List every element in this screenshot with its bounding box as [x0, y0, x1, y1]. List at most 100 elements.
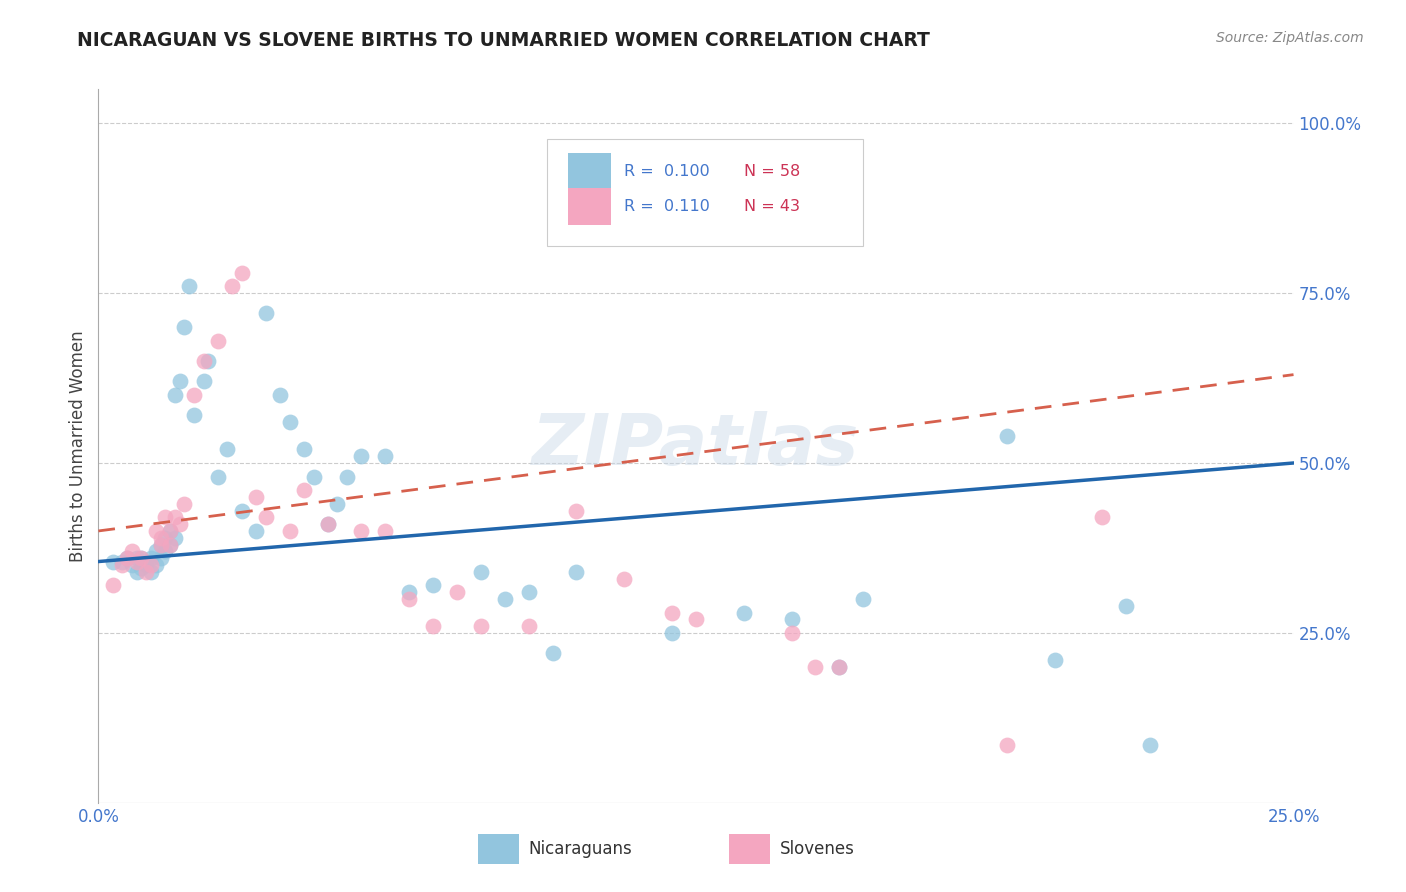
Point: [374, 524, 396, 538]
Text: Nicaraguans: Nicaraguans: [529, 840, 633, 858]
Point: [780, 612, 803, 626]
Point: [278, 415, 301, 429]
FancyBboxPatch shape: [547, 139, 863, 246]
Point: [169, 375, 191, 389]
Point: [995, 738, 1018, 752]
Point: [292, 483, 315, 498]
Point: [804, 660, 827, 674]
Point: [221, 279, 243, 293]
Point: [278, 524, 301, 538]
Point: [159, 524, 181, 538]
Point: [350, 449, 373, 463]
Point: [350, 524, 373, 538]
Point: [470, 619, 492, 633]
Text: N = 58: N = 58: [744, 164, 800, 178]
Point: [565, 565, 588, 579]
Point: [149, 551, 172, 566]
Point: [852, 591, 875, 606]
Point: [149, 537, 172, 551]
Point: [245, 490, 267, 504]
Point: [131, 551, 153, 566]
Point: [661, 606, 683, 620]
Point: [115, 551, 138, 566]
Point: [125, 551, 148, 566]
Point: [494, 591, 516, 606]
FancyBboxPatch shape: [478, 834, 519, 864]
Point: [1091, 510, 1114, 524]
Point: [780, 626, 803, 640]
Point: [159, 537, 181, 551]
Point: [231, 503, 253, 517]
Point: [661, 626, 683, 640]
Point: [135, 565, 157, 579]
Point: [231, 266, 253, 280]
Point: [207, 334, 229, 348]
Text: ZIPatlas: ZIPatlas: [533, 411, 859, 481]
Point: [254, 306, 277, 320]
Point: [245, 524, 267, 538]
Point: [517, 619, 540, 633]
Point: [193, 375, 215, 389]
Point: [183, 388, 205, 402]
Point: [517, 585, 540, 599]
Point: [125, 555, 148, 569]
Point: [470, 565, 492, 579]
Point: [155, 544, 177, 558]
Point: [685, 612, 707, 626]
Point: [155, 531, 177, 545]
Point: [422, 619, 444, 633]
Point: [217, 442, 239, 457]
Point: [541, 646, 564, 660]
Point: [254, 510, 277, 524]
Point: [183, 409, 205, 423]
Point: [398, 585, 420, 599]
Point: [292, 442, 315, 457]
Point: [145, 524, 167, 538]
Point: [422, 578, 444, 592]
Point: [155, 510, 177, 524]
Point: [1043, 653, 1066, 667]
FancyBboxPatch shape: [568, 153, 612, 190]
FancyBboxPatch shape: [568, 188, 612, 226]
Point: [398, 591, 420, 606]
Text: Slovenes: Slovenes: [779, 840, 855, 858]
Point: [139, 551, 162, 566]
Point: [145, 544, 167, 558]
Point: [135, 555, 157, 569]
Point: [197, 354, 219, 368]
FancyBboxPatch shape: [730, 834, 770, 864]
Point: [135, 558, 157, 572]
Text: NICARAGUAN VS SLOVENE BIRTHS TO UNMARRIED WOMEN CORRELATION CHART: NICARAGUAN VS SLOVENE BIRTHS TO UNMARRIE…: [77, 31, 931, 50]
Point: [111, 558, 134, 572]
Point: [193, 354, 215, 368]
Point: [145, 558, 167, 572]
Point: [169, 517, 191, 532]
Y-axis label: Births to Unmarried Women: Births to Unmarried Women: [69, 330, 87, 562]
Point: [336, 469, 359, 483]
Point: [101, 578, 124, 592]
Point: [149, 531, 172, 545]
Point: [163, 388, 186, 402]
Point: [374, 449, 396, 463]
Point: [139, 558, 162, 572]
Point: [163, 510, 186, 524]
Point: [1139, 738, 1161, 752]
Point: [121, 544, 143, 558]
Point: [565, 503, 588, 517]
Point: [149, 537, 172, 551]
Point: [316, 517, 339, 532]
Point: [115, 551, 138, 566]
Text: R =  0.100: R = 0.100: [624, 164, 710, 178]
Point: [316, 517, 339, 532]
Point: [121, 558, 143, 572]
Point: [125, 565, 148, 579]
Point: [326, 497, 349, 511]
Point: [159, 524, 181, 538]
Point: [131, 561, 153, 575]
Point: [131, 551, 153, 566]
Text: R =  0.110: R = 0.110: [624, 200, 710, 214]
Point: [159, 537, 181, 551]
Point: [1115, 599, 1137, 613]
Point: [173, 320, 195, 334]
Point: [613, 572, 636, 586]
